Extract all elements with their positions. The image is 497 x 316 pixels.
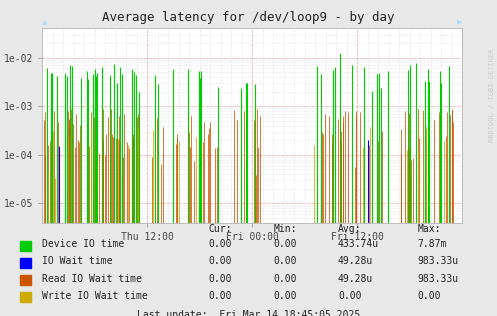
Text: 0.00: 0.00	[209, 240, 232, 249]
Text: 0.00: 0.00	[209, 291, 232, 301]
Text: 0.00: 0.00	[273, 240, 297, 249]
Text: 0.00: 0.00	[209, 257, 232, 266]
Text: ▲: ▲	[42, 19, 47, 25]
Text: Cur:: Cur:	[209, 224, 232, 234]
Text: Write IO Wait time: Write IO Wait time	[42, 291, 148, 301]
Text: 0.00: 0.00	[273, 291, 297, 301]
Text: Read IO Wait time: Read IO Wait time	[42, 274, 142, 283]
Text: 983.33u: 983.33u	[417, 257, 459, 266]
Text: ▶: ▶	[457, 19, 462, 25]
Text: 7.87m: 7.87m	[417, 240, 447, 249]
Text: Last update:  Fri Mar 14 18:45:05 2025: Last update: Fri Mar 14 18:45:05 2025	[137, 310, 360, 316]
Text: 0.00: 0.00	[209, 274, 232, 283]
Text: 433.74u: 433.74u	[338, 240, 379, 249]
Text: Max:: Max:	[417, 224, 441, 234]
Text: 49.28u: 49.28u	[338, 257, 373, 266]
Text: IO Wait time: IO Wait time	[42, 257, 113, 266]
Text: Avg:: Avg:	[338, 224, 361, 234]
Text: Min:: Min:	[273, 224, 297, 234]
Text: 0.00: 0.00	[338, 291, 361, 301]
Text: Device IO time: Device IO time	[42, 240, 124, 249]
Text: 49.28u: 49.28u	[338, 274, 373, 283]
Y-axis label: seconds: seconds	[0, 104, 1, 148]
Text: Average latency for /dev/loop9 - by day: Average latency for /dev/loop9 - by day	[102, 11, 395, 24]
Text: 0.00: 0.00	[273, 257, 297, 266]
Text: 0.00: 0.00	[417, 291, 441, 301]
Text: 0.00: 0.00	[273, 274, 297, 283]
Text: 983.33u: 983.33u	[417, 274, 459, 283]
Text: RRDTOOL / TOBI OETIKER: RRDTOOL / TOBI OETIKER	[489, 48, 495, 142]
